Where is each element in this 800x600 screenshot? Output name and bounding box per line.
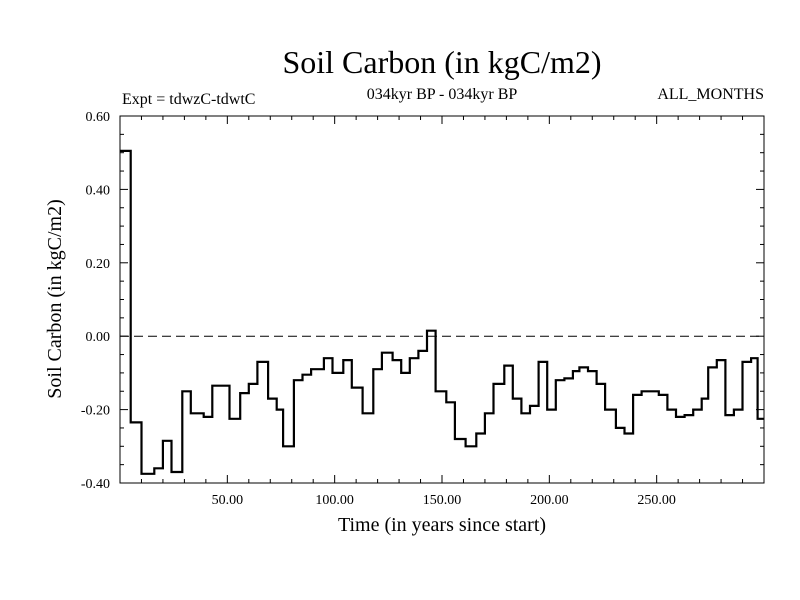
period-label: 034kyr BP - 034kyr BP: [367, 86, 518, 103]
series-line-0: [120, 149, 764, 475]
x-tick-label: 200.00: [530, 493, 569, 508]
y-tick-label: 0.40: [86, 183, 111, 198]
x-tick-label: 250.00: [637, 493, 676, 508]
ticks-layer: [120, 116, 764, 483]
y-tick-label: -0.40: [81, 477, 110, 492]
x-tick-labels: 50.00 100.00 150.00 200.00 250.00: [212, 493, 676, 508]
chart-title: Soil Carbon (in kgC/m2): [282, 44, 601, 80]
plot-frame: [119, 115, 765, 484]
y-tick-label: -0.20: [81, 404, 110, 419]
x-tick-label: 50.00: [212, 493, 244, 508]
y-axis-label: Soil Carbon (in kgC/m2): [44, 199, 66, 398]
y-tick-label: 0.00: [86, 330, 111, 345]
y-tick-label: 0.60: [86, 110, 111, 125]
x-tick-label: 100.00: [315, 493, 354, 508]
x-tick-label: 150.00: [423, 493, 462, 508]
series-layer: [120, 149, 764, 475]
y-tick-label: 0.20: [86, 257, 111, 272]
y-tick-labels: -0.40 -0.20 0.00 0.20 0.40 0.60: [81, 110, 110, 492]
experiment-label: Expt = tdwzC-tdwtC: [122, 91, 255, 108]
months-label: ALL_MONTHS: [657, 86, 764, 103]
x-axis-label: Time (in years since start): [338, 514, 546, 536]
